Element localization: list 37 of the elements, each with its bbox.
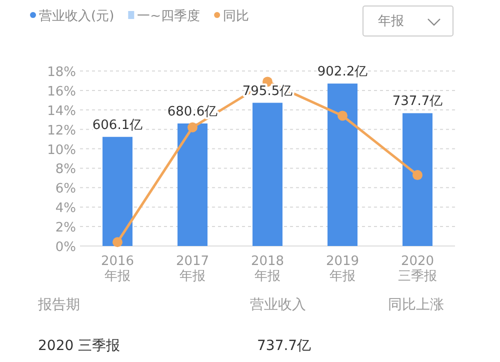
y-tick-label: 4% xyxy=(55,201,76,216)
legend-label: 营业收入(元) xyxy=(39,9,114,24)
text: 报告期 xyxy=(37,297,80,313)
y-tick-label: 12% xyxy=(47,123,76,138)
y-tick-label: 8% xyxy=(55,162,76,178)
bar xyxy=(252,102,282,246)
point xyxy=(338,110,348,121)
data-label: 737.7亿 xyxy=(392,94,443,110)
y-tick-label: 6% xyxy=(55,182,76,197)
data-label: 902.2亿 xyxy=(317,64,368,80)
x-tick-label: 2020 三季报 xyxy=(398,254,437,284)
legend-label: 同比 xyxy=(223,9,250,24)
y-tick-label: 14% xyxy=(47,104,76,119)
text: 2020 三季报 xyxy=(38,338,120,354)
legend-label: 一~四季度 xyxy=(137,8,200,24)
y-tick-label: 18% xyxy=(47,65,76,80)
text: 同比上涨 xyxy=(388,297,444,313)
y-tick-label: 2% xyxy=(55,220,76,236)
bar xyxy=(178,123,208,246)
data-label: 680.6亿 xyxy=(167,104,218,120)
x-tick-label: 2017 年报 xyxy=(176,254,210,284)
bar xyxy=(402,113,432,246)
x-tick-label: 2019 年报 xyxy=(326,254,360,284)
bar xyxy=(328,84,358,246)
x-tick-label: 2016 年报 xyxy=(100,254,134,284)
point xyxy=(112,237,122,248)
y-tick-label: 10% xyxy=(47,142,76,158)
text: 737.7亿 xyxy=(257,338,312,354)
point xyxy=(412,170,422,180)
bar xyxy=(102,136,132,246)
y-tick-label: 16% xyxy=(47,84,76,100)
point xyxy=(188,122,198,132)
data-label: 606.1亿 xyxy=(92,118,143,133)
y-tick-label: 0% xyxy=(55,240,76,255)
text: 营业收入 xyxy=(250,297,306,313)
text: 年报 xyxy=(378,14,404,29)
x-tick-label: 2018 年报 xyxy=(250,254,284,284)
